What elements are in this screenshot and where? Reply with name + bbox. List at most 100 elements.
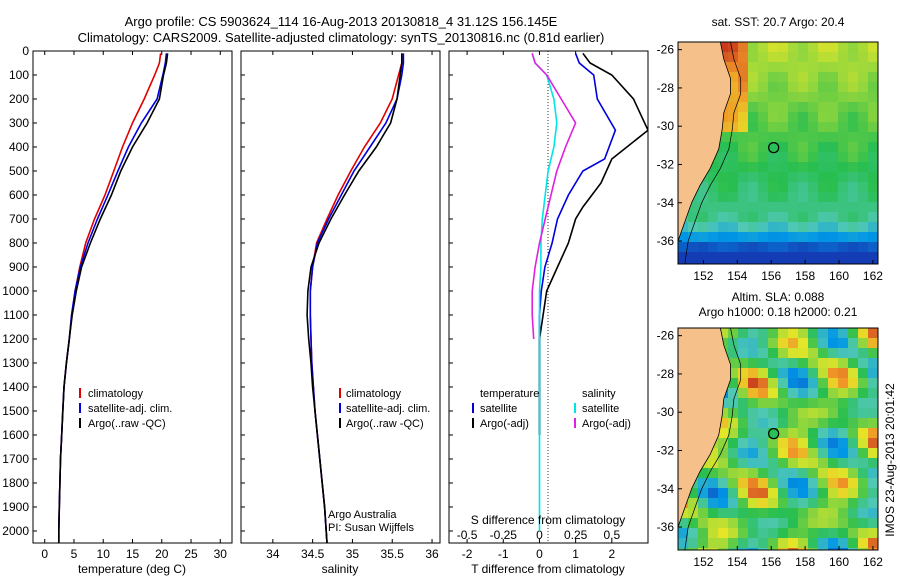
sla-map-cell	[758, 498, 768, 508]
map-lon-label: 156	[761, 269, 781, 283]
sst-map-cell	[798, 132, 808, 142]
sla-map-cell	[838, 438, 848, 448]
sla-map-cell	[868, 328, 878, 338]
sla-map-cell	[758, 418, 768, 428]
sla-map-cell	[738, 508, 748, 518]
map-lon-label: 154	[727, 555, 747, 569]
sst-map-cell	[728, 212, 738, 222]
sla-map-cell	[748, 468, 758, 478]
map-lon-label: 160	[829, 269, 849, 283]
sla-map-cell	[718, 328, 728, 338]
sla-map-cell	[868, 538, 878, 548]
sst-map-cell	[868, 52, 878, 62]
sst-map-cell	[788, 102, 798, 112]
sst-map-cell	[788, 122, 798, 132]
sst-map-cell	[798, 52, 808, 62]
sst-map-cell	[718, 242, 728, 252]
sst-map-cell	[748, 52, 758, 62]
sla-map-cell	[838, 408, 848, 418]
sla-map-cell	[838, 478, 848, 488]
sla-map-cell	[828, 548, 838, 550]
sla-map-cell	[808, 408, 818, 418]
sla-map-cell	[728, 478, 738, 488]
sla-map-cell	[768, 488, 778, 498]
sla-map-cell	[718, 418, 728, 428]
sla-map-cell	[748, 548, 758, 550]
sla-map-cell	[838, 368, 848, 378]
sst-map-cell	[788, 152, 798, 162]
sst-map-cell	[818, 102, 828, 112]
sla-map-cell	[828, 338, 838, 348]
sst-map-cell	[778, 252, 788, 262]
sla-map-cell	[858, 348, 868, 358]
sla-map-cell	[728, 448, 738, 458]
sst-map-cell	[828, 222, 838, 232]
sla-map-subtitle: Argo h1000: 0.18 h2000: 0.21	[699, 305, 858, 319]
sst-map-cell	[708, 212, 718, 222]
sla-map-cell	[678, 518, 688, 528]
sla-map-cell	[848, 488, 858, 498]
sst-map-cell	[678, 252, 688, 262]
sla-map-cell	[758, 398, 768, 408]
sst-map-cell	[798, 42, 808, 52]
sla-map-cell	[828, 438, 838, 448]
sst-map-cell	[848, 102, 858, 112]
sla-map-cell	[738, 528, 748, 538]
sla-map-panel: Altim. SLA: 0.088 Argo h1000: 0.18 h2000…	[657, 290, 884, 569]
sst-map-cell	[818, 122, 828, 132]
sst-map-cell	[778, 122, 788, 132]
map-lon-label: 154	[727, 269, 747, 283]
sst-map-cell	[798, 62, 808, 72]
sla-map-cell	[808, 328, 818, 338]
sst-map-cell	[828, 192, 838, 202]
sst-map-cell	[748, 212, 758, 222]
sst-map-cell	[758, 162, 768, 172]
sla-map-cell	[718, 528, 728, 538]
sst-map-cell	[728, 182, 738, 192]
sst-map-cell	[788, 222, 798, 232]
sst-map-cell	[778, 182, 788, 192]
sst-map-cell	[848, 142, 858, 152]
sla-map-cell	[778, 368, 788, 378]
sla-map-cell	[788, 388, 798, 398]
temp-xtick-label: 0	[41, 547, 48, 561]
sla-map-cell	[798, 348, 808, 358]
sst-map-cell	[688, 212, 698, 222]
temperature-axes-frame	[32, 50, 233, 544]
sst-map-cell	[858, 162, 868, 172]
sla-map-cell	[798, 408, 808, 418]
sla-map-cell	[758, 518, 768, 528]
sst-map-cell	[838, 232, 848, 242]
sla-map-cell	[868, 358, 878, 368]
sla-map-cell	[748, 348, 758, 358]
sst-map-cell	[798, 112, 808, 122]
sst-map-cell	[758, 182, 768, 192]
sst-map-cell	[768, 92, 778, 102]
sst-map-cell	[858, 192, 868, 202]
sla-map-cell	[718, 428, 728, 438]
sst-map-cell	[748, 82, 758, 92]
sst-map-cell	[818, 152, 828, 162]
sst-map-cell	[698, 242, 708, 252]
sst-map-cell	[868, 112, 878, 122]
sst-map-cell	[728, 142, 738, 152]
diff-salinity-tick-label: -0.25	[490, 528, 518, 542]
sst-map-cell	[688, 232, 698, 242]
sla-map-cell	[758, 538, 768, 548]
sla-map-cell	[758, 408, 768, 418]
sla-map-cell	[798, 338, 808, 348]
sla-map-cell	[758, 368, 768, 378]
sst-map-cell	[728, 102, 738, 112]
sla-map-cell	[688, 498, 698, 508]
sla-map-cell	[808, 388, 818, 398]
sst-map-cell	[738, 122, 748, 132]
sst-map-cell	[838, 172, 848, 182]
diff-xtick-label: -2	[462, 547, 473, 561]
sst-map-cell	[748, 92, 758, 102]
sst-map-cell	[868, 182, 878, 192]
sst-map-cell	[798, 142, 808, 152]
sla-map-cell	[708, 508, 718, 518]
sla-map-cell	[758, 488, 768, 498]
sst-map-cell	[858, 112, 868, 122]
sst-map-cell	[818, 142, 828, 152]
